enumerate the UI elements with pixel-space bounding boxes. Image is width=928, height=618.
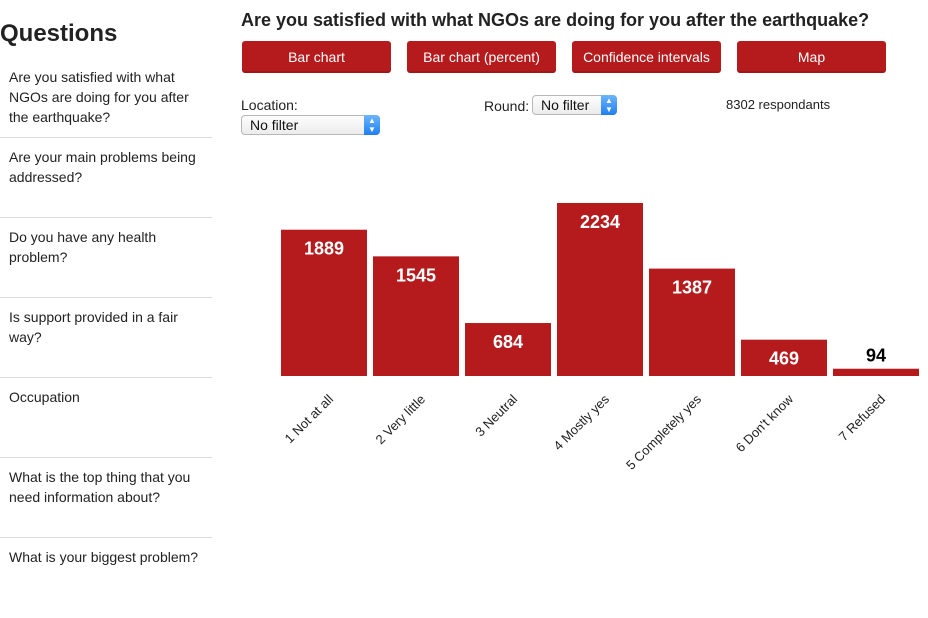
question-list: Are you satisfied with what NGOs are doi… xyxy=(0,58,212,618)
bar-chart: 1889 1 Not at all 1545 2 Very little 684 3 Ne… xyxy=(281,203,919,473)
location-select-value: No filter xyxy=(250,117,299,133)
location-label: Location: xyxy=(241,97,298,113)
respondent-count: 8302 respondants xyxy=(726,97,831,112)
x-tick-label: 1 Not at all xyxy=(282,391,337,446)
select-arrows-icon: ▲ ▼ xyxy=(601,95,617,115)
bar-chart-percent-button[interactable]: Bar chart (percent) xyxy=(407,41,556,73)
main-panel: Are you satisfied with what NGOs are doi… xyxy=(241,0,928,577)
sidebar-title: Questions xyxy=(0,20,118,47)
bar-value-label: 1545 xyxy=(396,265,436,285)
question-item-health-problem[interactable]: Do you have any health problem? xyxy=(0,218,212,298)
x-tick-label: 7 Refused xyxy=(836,392,889,445)
x-tick-label: 5 Completely yes xyxy=(623,391,704,472)
x-tick-label: 4 Mostly yes xyxy=(550,391,612,453)
question-item-main-problems[interactable]: Are your main problems being addressed? xyxy=(0,138,212,218)
bar-value-label: 94 xyxy=(866,346,886,366)
bar-value-label: 1889 xyxy=(304,239,344,259)
question-title: Are you satisfied with what NGOs are doi… xyxy=(241,10,870,30)
location-select[interactable]: No filter ▲ ▼ xyxy=(241,115,380,135)
bar-6 xyxy=(741,339,827,376)
bar-3 xyxy=(465,323,551,376)
question-item-ngo-satisfaction[interactable]: Are you satisfied with what NGOs are doi… xyxy=(0,58,212,138)
sidebar: Questions Are you satisfied with what NG… xyxy=(0,0,212,577)
round-label: Round: xyxy=(484,98,530,114)
bar-value-label: 684 xyxy=(493,332,523,352)
select-arrows-icon: ▲ ▼ xyxy=(364,115,380,135)
question-item-information-need[interactable]: What is the top thing that you need info… xyxy=(0,458,212,538)
bar-chart-button[interactable]: Bar chart xyxy=(242,41,391,73)
x-tick-label: 2 Very little xyxy=(373,392,429,448)
bar-5 xyxy=(649,268,735,376)
bar-2 xyxy=(373,256,459,376)
bar-7 xyxy=(833,368,919,376)
question-item-fair-support[interactable]: Is support provided in a fair way? xyxy=(0,298,212,378)
bar-value-label: 2234 xyxy=(580,212,620,232)
question-item-biggest-problem[interactable]: What is your biggest problem? xyxy=(9,549,199,565)
confidence-intervals-button[interactable]: Confidence intervals xyxy=(572,41,721,73)
question-item-occupation[interactable]: Occupation xyxy=(0,378,212,458)
x-tick-label: 6 Don't know xyxy=(733,391,797,455)
bar-value-label: 469 xyxy=(769,349,799,369)
x-tick-label: 3 Neutral xyxy=(472,391,520,439)
round-select[interactable]: No filter ▲ ▼ xyxy=(532,95,617,115)
bar-4 xyxy=(557,203,643,376)
map-button[interactable]: Map xyxy=(737,41,886,73)
bar-1 xyxy=(281,229,367,376)
round-select-value: No filter xyxy=(541,97,590,113)
bar-value-label: 1387 xyxy=(672,278,712,298)
